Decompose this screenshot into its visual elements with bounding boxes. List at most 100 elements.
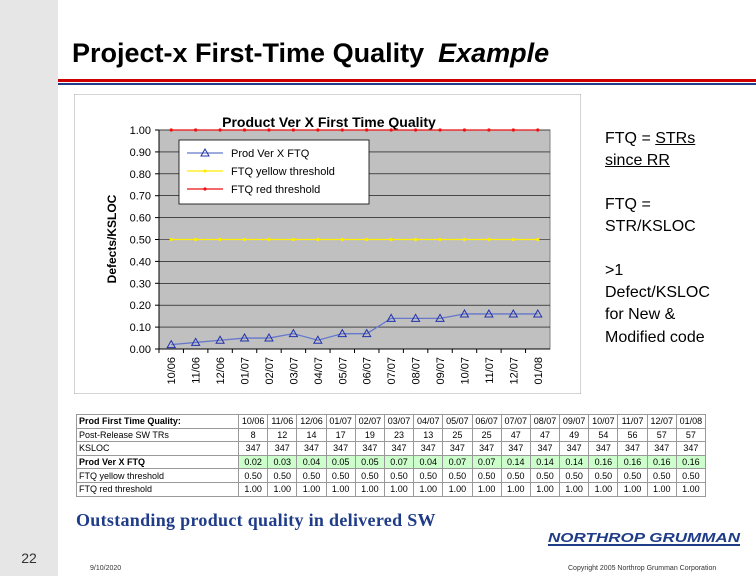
x-tick-label: 09/07	[435, 357, 447, 385]
data-point-triangle	[435, 313, 445, 322]
logo-text: NORTHROP GRUMMAN	[548, 530, 741, 545]
table-cell: 0.03	[267, 454, 298, 470]
data-point	[218, 128, 222, 132]
table-cell: 0.50	[442, 468, 473, 483]
table-cell: 0.50	[325, 468, 356, 483]
table-cell: 0.05	[325, 454, 356, 470]
y-axis-label: Defects/KSLOC	[105, 194, 119, 283]
table-cell: 54	[588, 427, 619, 443]
table-cell: 347	[383, 441, 415, 456]
table-cell: 0.16	[588, 454, 619, 470]
data-point	[242, 237, 247, 242]
table-cell: 11/06	[267, 414, 298, 429]
legend-label: FTQ yellow threshold	[231, 166, 335, 178]
table-cell: 0.16	[675, 454, 707, 470]
note-2-line-1: FTQ =	[605, 196, 651, 214]
table-cell: 1.00	[325, 481, 356, 497]
note-ftq-definition: FTQ = STRs since RR	[605, 128, 750, 172]
table-cell: 0.50	[675, 468, 707, 483]
table-cell: 47	[529, 427, 561, 443]
table-cell: 0.50	[646, 468, 677, 483]
data-point	[389, 237, 393, 242]
data-point	[487, 128, 491, 132]
table-cell: 05/07	[442, 414, 473, 429]
x-tick-label: 05/07	[337, 357, 349, 385]
data-point-triangle	[312, 335, 323, 344]
table-cell: 347	[442, 441, 473, 456]
table-cell: 57	[646, 427, 677, 443]
table-cell: 0.50	[471, 468, 502, 483]
table-cell: 347	[559, 441, 590, 456]
table-row: Prod First Time Quality: 10/06 11/06 12/06 0…	[76, 414, 707, 429]
x-tick-label: 10/07	[459, 357, 471, 385]
table-cell: 1.00	[267, 481, 298, 497]
data-point	[169, 237, 173, 242]
x-tick-label: 06/07	[362, 357, 374, 385]
table-cell: 0.04	[413, 454, 444, 470]
chart-title: Product Ver X First Time Quality	[222, 114, 436, 130]
footer-date: 9/10/2020	[90, 565, 122, 572]
table-row-label: Prod First Time Quality:	[76, 414, 239, 429]
table-cell: 13	[413, 427, 444, 443]
ftq-data-table: Prod First Time Quality: 10/06 11/06 12/06 0…	[76, 414, 707, 497]
x-tick-label: 07/07	[386, 357, 398, 385]
x-tick-label: 02/07	[264, 357, 276, 385]
data-point	[413, 128, 418, 132]
y-tick-label: 0.30	[130, 278, 151, 290]
table-cell: 0.50	[413, 468, 444, 483]
title-underline-red	[58, 79, 756, 82]
data-point-triangle	[386, 313, 397, 322]
table-cell: 10/07	[588, 414, 619, 429]
data-point-triangle	[239, 333, 250, 342]
table-cell: 19	[354, 427, 385, 443]
table-cell: 1.00	[354, 481, 385, 497]
data-point-triangle	[264, 333, 274, 342]
table-cell: 347	[675, 441, 707, 456]
table-cell: 347	[617, 441, 648, 456]
table-cell: 0.50	[296, 468, 327, 483]
table-cell: 10/06	[237, 414, 269, 429]
x-tick-label: 12/06	[215, 357, 227, 385]
data-point-triangle	[337, 328, 348, 338]
page-number: 22	[21, 550, 37, 566]
table-cell: 11/07	[617, 414, 648, 429]
series-line	[171, 313, 538, 346]
data-point-triangle	[166, 339, 177, 349]
table-row-label: FTQ yellow threshold	[76, 468, 239, 483]
table-cell: 347	[413, 441, 444, 456]
table-cell: 1.00	[383, 481, 415, 497]
data-point	[340, 237, 344, 242]
data-point-triangle	[361, 328, 372, 338]
table-cell: 347	[296, 441, 327, 456]
slide-title-main: Project-x First-Time Quality	[72, 38, 425, 68]
table-cell: 09/07	[559, 414, 590, 429]
x-tick-label: 04/07	[313, 357, 325, 385]
logo-underline	[548, 544, 740, 546]
note-ftq-formula: FTQ = STR/KSLOC	[605, 194, 750, 238]
note-1-since: since RR	[605, 152, 670, 170]
y-tick-label: 0.90	[130, 147, 151, 159]
legend-marker	[203, 187, 207, 191]
data-point-triangle	[288, 328, 299, 338]
table-cell: 47	[500, 427, 531, 443]
table-cell: 1.00	[617, 481, 648, 497]
data-point-triangle	[532, 308, 543, 318]
table-cell: 1.00	[442, 481, 473, 497]
table-row-label: Post-Release SW TRs	[76, 427, 239, 443]
table-cell: 0.07	[383, 454, 415, 470]
table-cell: 25	[442, 427, 473, 443]
table-cell: 1.00	[471, 481, 502, 497]
data-point	[462, 237, 467, 242]
table-cell: 0.07	[471, 454, 502, 470]
data-point	[389, 128, 393, 132]
table-cell: 0.05	[354, 454, 385, 470]
note-threshold: >1 Defect/KSLOC for New & Modified code	[605, 260, 750, 348]
table-cell: 56	[617, 427, 648, 443]
note-2-line-2: STR/KSLOC	[605, 218, 696, 236]
table-row-label: KSLOC	[76, 441, 239, 456]
note-3-line-1: >1	[605, 262, 624, 280]
table-cell: 04/07	[413, 414, 444, 429]
table-cell: 14	[296, 427, 327, 443]
legend-marker	[200, 147, 210, 157]
data-point	[194, 237, 198, 242]
